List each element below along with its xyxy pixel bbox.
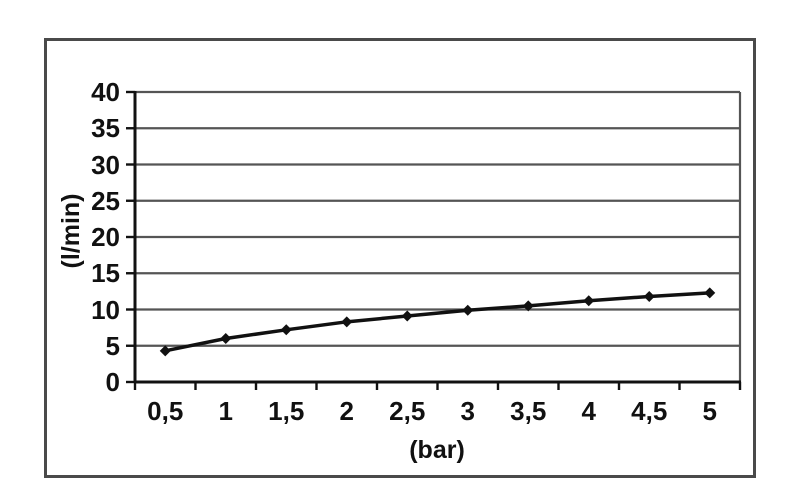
y-tick-label: 30 xyxy=(91,149,120,180)
y-tick-label: 10 xyxy=(91,294,120,325)
y-tick-label: 25 xyxy=(91,185,120,216)
y-tick-label: 20 xyxy=(91,222,120,252)
y-tick-label: 15 xyxy=(91,258,120,289)
x-tick-label: 1 xyxy=(218,396,233,426)
y-axis-title: (l/min) xyxy=(57,193,85,269)
x-tick-label: 4,5 xyxy=(631,396,668,426)
data-point-marker xyxy=(704,287,716,299)
chart-area: 0 5 10 15 20 25 30 35 40 0,5 1 1,5 2 2,5 3 3,5 4 4,5 5 (l… xyxy=(47,41,753,475)
chart-frame: 0 5 10 15 20 25 30 35 40 0,5 1 1,5 2 2,5 3 3,5 4 4,5 5 (l… xyxy=(44,38,756,478)
data-point-marker xyxy=(280,324,292,336)
x-axis-title: (bar) xyxy=(409,436,465,464)
data-point-marker xyxy=(220,333,232,344)
x-tick-label: 2,5 xyxy=(389,396,426,426)
y-tick-label: 0 xyxy=(105,367,120,397)
x-tick-label: 3,5 xyxy=(510,396,547,426)
data-point-marker xyxy=(583,295,595,307)
plot-area xyxy=(126,90,742,390)
x-tick-label: 0,5 xyxy=(147,396,184,426)
data-point-marker xyxy=(462,304,474,316)
data-point-marker xyxy=(401,310,413,322)
y-tick-label: 40 xyxy=(91,77,120,107)
y-tick-label: 5 xyxy=(105,330,120,361)
x-tick-label: 5 xyxy=(702,396,717,426)
data-point-marker xyxy=(159,345,171,357)
data-point-marker xyxy=(643,290,655,302)
x-tick-label: 2 xyxy=(339,396,354,426)
data-point-marker xyxy=(341,316,353,328)
data-point-marker xyxy=(522,300,534,312)
y-tick-label: 35 xyxy=(91,113,120,144)
flow-curve xyxy=(164,291,710,353)
x-tick-label: 3 xyxy=(460,396,475,426)
x-tick-label: 1,5 xyxy=(268,396,305,426)
x-tick-label: 4 xyxy=(581,396,596,426)
